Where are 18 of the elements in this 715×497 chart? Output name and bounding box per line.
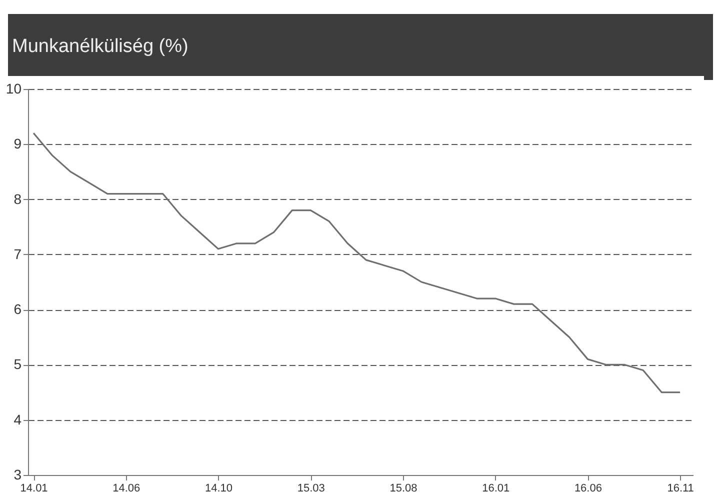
y-tick-label: 7 <box>14 246 22 262</box>
y-tick-label: 8 <box>14 190 22 207</box>
x-tick-label: 16.06 <box>574 482 602 494</box>
y-tick-label: 6 <box>14 301 22 318</box>
x-tick-label: 14.06 <box>112 482 140 494</box>
x-tick-label: 15.03 <box>297 482 325 494</box>
chart-title: Munkanélküliség (%) <box>8 14 713 80</box>
x-tick-label: 14.01 <box>20 482 48 494</box>
x-tick-label: 15.08 <box>390 482 418 494</box>
line-series <box>32 132 681 394</box>
x-tick-label: 14.10 <box>205 482 233 494</box>
y-tick-label: 3 <box>14 466 22 482</box>
y-tick-label: 4 <box>14 411 22 428</box>
y-tick-label: 9 <box>14 136 22 152</box>
x-tick-label: 16.01 <box>482 482 510 494</box>
y-tick-label: 5 <box>14 356 22 372</box>
x-tick-label: 16.11 <box>667 482 694 494</box>
y-tick-label: 10 <box>6 80 22 96</box>
